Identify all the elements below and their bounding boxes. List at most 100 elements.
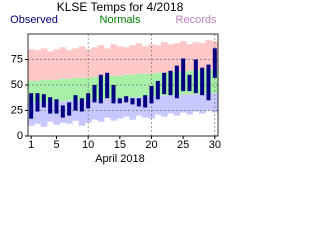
observed-bar (212, 48, 217, 78)
normal-band (135, 73, 143, 98)
record-low-band (40, 102, 48, 127)
record-low-band (123, 97, 130, 117)
observed-bar (73, 95, 78, 111)
normal-band (123, 74, 130, 98)
record-low-band (91, 99, 98, 120)
normal-band (66, 78, 73, 101)
record-high-band (167, 44, 174, 72)
observed-bar (111, 85, 116, 104)
legend-entry: Normals (100, 14, 141, 26)
normal-band (59, 78, 67, 102)
observed-bar (187, 74, 192, 92)
record-high-band (135, 43, 143, 74)
observed-bar (86, 93, 91, 109)
record-high-band (123, 47, 130, 75)
observed-bar (79, 98, 84, 112)
observed-bar (41, 94, 46, 108)
normal-band (72, 77, 79, 101)
record-low-band (154, 96, 162, 115)
observed-bar (92, 85, 97, 103)
record-low-band (116, 98, 124, 119)
observed-bar (149, 86, 154, 104)
observed-bar (60, 105, 65, 118)
x-axis-label: April 2018 (95, 153, 145, 165)
record-high-band (66, 50, 73, 79)
normal-band (78, 77, 86, 101)
observed-bar (193, 59, 198, 94)
record-low-band (104, 98, 111, 118)
normal-band (85, 77, 92, 100)
record-low-band (129, 97, 136, 120)
observed-bar (35, 93, 40, 112)
observed-bar (29, 93, 34, 119)
observed-bar (98, 74, 103, 104)
normal-band (211, 69, 219, 94)
observed-bar (174, 65, 179, 99)
normal-band (47, 79, 54, 102)
record-low-band (78, 100, 86, 126)
observed-bar (162, 72, 167, 95)
normal-band (28, 80, 35, 103)
record-low-band (173, 95, 181, 116)
x-tick-label: 20 (145, 139, 157, 151)
record-high-band (78, 46, 86, 78)
observed-bar (117, 98, 122, 104)
record-high-band (199, 43, 206, 70)
record-low-band (110, 98, 117, 121)
record-high-band (161, 42, 168, 73)
observed-bar (136, 98, 141, 107)
observed-bar (124, 96, 129, 103)
observed-bar (181, 58, 186, 92)
record-high-band (40, 48, 48, 80)
record-high-band (28, 49, 35, 81)
record-high-band (116, 46, 124, 76)
normal-band (34, 80, 41, 103)
x-tick-label: 1 (28, 139, 34, 151)
chart-title: KLSE Temps for 4/2018 (57, 0, 184, 14)
observed-bar (54, 99, 59, 114)
observed-bar (48, 97, 53, 114)
observed-bar (206, 64, 211, 101)
record-high-band (192, 42, 200, 71)
y-tick-label: 75 (11, 53, 23, 65)
record-high-band (129, 45, 136, 75)
observed-bar (155, 80, 160, 100)
x-tick-label: 5 (53, 139, 59, 151)
record-high-band (142, 46, 149, 74)
record-high-band (110, 44, 117, 76)
record-low-band (180, 94, 187, 113)
y-tick-label: 50 (11, 79, 23, 91)
legend-entry: Observed (10, 14, 58, 26)
record-low-band (34, 102, 41, 124)
record-high-band (205, 40, 212, 70)
record-high-band (97, 45, 105, 77)
record-high-band (47, 51, 54, 80)
x-tick-label: 10 (82, 139, 94, 151)
normal-band (53, 79, 60, 102)
y-tick-label: 0 (17, 130, 23, 142)
record-high-band (104, 48, 111, 76)
record-low-band (186, 94, 193, 115)
record-low-band (199, 93, 206, 114)
normal-band (116, 75, 124, 99)
x-tick-label: 30 (209, 139, 221, 151)
x-tick-label: 15 (114, 139, 126, 151)
x-tick-label: 25 (177, 139, 189, 151)
observed-bar (105, 72, 110, 99)
y-tick-label: 25 (11, 104, 23, 116)
record-high-band (186, 44, 193, 71)
normal-band (129, 74, 136, 98)
normal-band (148, 73, 155, 97)
record-high-band (72, 48, 79, 78)
observed-bar (130, 98, 135, 105)
record-low-band (192, 94, 200, 112)
record-high-band (173, 43, 181, 72)
record-low-band (205, 93, 212, 111)
record-low-band (167, 95, 174, 114)
observed-bar (67, 102, 72, 116)
record-high-band (180, 41, 187, 72)
record-high-band (154, 45, 162, 73)
record-low-band (161, 95, 168, 117)
record-high-band (53, 49, 60, 80)
chart: KLSE Temps for 4/2018 April 2018 Observe… (10, 0, 221, 165)
